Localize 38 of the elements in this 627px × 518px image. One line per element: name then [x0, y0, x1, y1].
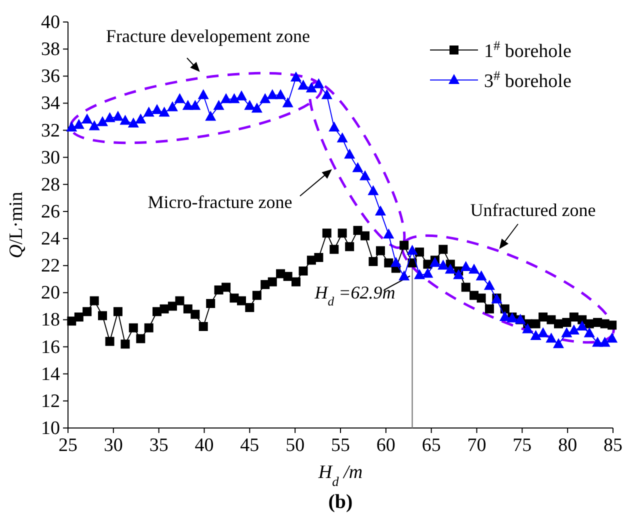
- x-tick-label: 45: [240, 435, 260, 456]
- y-tick-label: 26: [41, 201, 60, 222]
- ref-line-label: H$_{d}$=62.9m: [314, 282, 396, 309]
- y-tick-label: 38: [41, 39, 60, 60]
- y-tick-label: 24: [41, 228, 60, 250]
- x-tick-label: 40: [194, 435, 214, 456]
- x-tick-label: 55: [331, 435, 350, 456]
- x-tick-label: 65: [422, 435, 441, 456]
- x-tick-label: 75: [512, 435, 532, 456]
- y-tick-label: 16: [41, 336, 60, 358]
- y-axis-title: Q/L·min: [6, 191, 27, 258]
- annotation: Micro-fracture zone: [148, 192, 292, 212]
- legend-label: 3$^{#}$ borehole: [484, 68, 572, 92]
- x-tick-label: 60: [376, 435, 396, 456]
- x-tick-label: 35: [149, 435, 168, 456]
- y-tick-label: 20: [41, 282, 60, 304]
- annotation: Fracture developement zone: [106, 26, 310, 46]
- text: (b): [328, 491, 353, 513]
- y-tick-label: 28: [41, 174, 60, 196]
- y-tick-label: 40: [41, 12, 60, 33]
- y-tick-label: 22: [41, 256, 60, 277]
- x-tick-label: 80: [558, 435, 578, 456]
- y-tick-label: 36: [41, 66, 60, 88]
- x-axis-title: H$_{d}$/m: [317, 462, 363, 488]
- legend-label: 1$^{#}$ borehole: [484, 38, 572, 62]
- x-tick-label: 70: [467, 435, 486, 456]
- x-tick-label: 30: [104, 435, 123, 456]
- y-tick-label: 34: [41, 93, 60, 114]
- annotation: Unfractured zone: [470, 200, 596, 220]
- y-tick-label: 10: [41, 418, 60, 439]
- y-tick-label: 30: [41, 147, 60, 168]
- y-tick-label: 32: [41, 120, 60, 142]
- x-tick-label: 50: [286, 435, 305, 456]
- y-tick-label: 18: [41, 310, 60, 331]
- y-tick-label: 14: [41, 364, 60, 385]
- y-tick-label: 12: [41, 390, 60, 412]
- x-tick-label: 25: [58, 435, 78, 456]
- x-tick-label: 85: [604, 435, 622, 456]
